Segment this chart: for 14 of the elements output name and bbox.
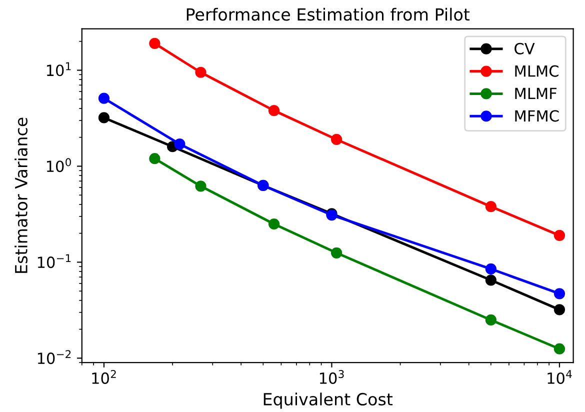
legend-label: CV [514,42,535,54]
legend-label: MLMC [515,65,558,77]
y-tick-label: 10$^{−2}$ [38,350,71,364]
x-tick-label: 10$^{4}$ [548,370,572,384]
y-tick-label: 10$^{1}$ [46,62,71,76]
y-tick-label: 10$^{−1}$ [38,254,71,268]
x-tick-label: 10$^{2}$ [92,370,116,384]
chart-title: Performance Estimation from Pilot [186,8,470,21]
x-axis-title: Equivalent Cost [264,392,393,409]
y-tick-label: 10$^{0}$ [46,158,71,172]
legend-label: MFMC [515,110,559,122]
x-tick-label: 10$^{3}$ [320,370,344,384]
legend-label: MLMF [515,88,557,100]
y-axis-title: Estimator Variance [14,118,28,273]
